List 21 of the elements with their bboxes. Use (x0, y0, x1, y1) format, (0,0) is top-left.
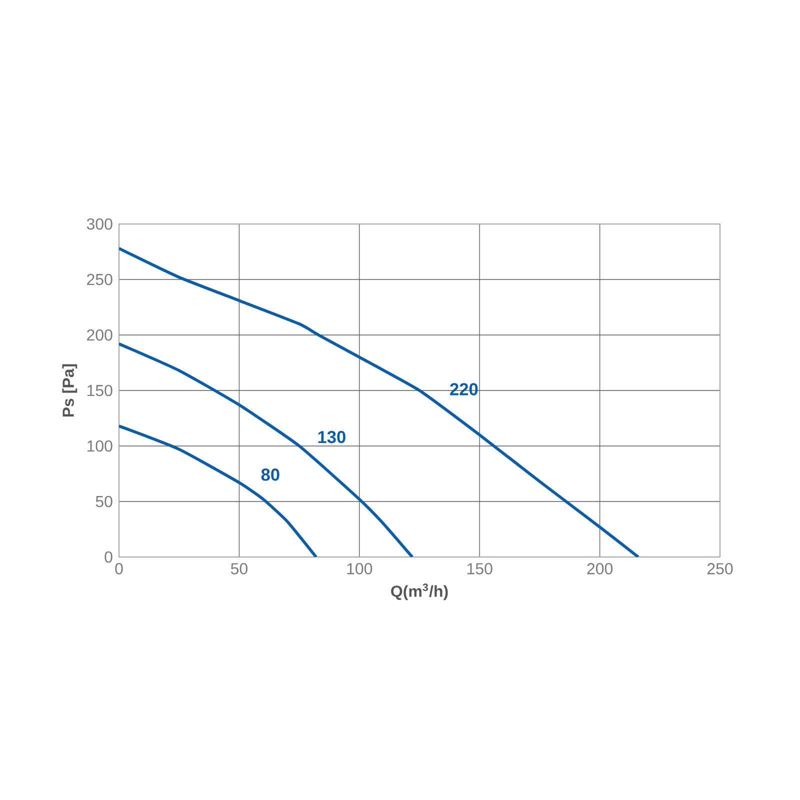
x-tick-label: 0 (115, 563, 123, 574)
x-tick-label: 250 (707, 563, 733, 574)
x-tick-label: 200 (587, 563, 613, 574)
series-label: 130 (318, 430, 346, 444)
x-tick-label: 50 (230, 563, 248, 574)
line-series (119, 424, 318, 557)
y-axis-title: Ps [Pa] (62, 364, 78, 417)
y-tick-label: 0 (104, 551, 112, 563)
y-tick-label: 50 (96, 496, 112, 508)
y-tick-label: 100 (87, 440, 112, 452)
series-label: 80 (261, 468, 280, 481)
y-tick-label: 200 (87, 329, 112, 341)
y-tick-label: 150 (87, 384, 112, 396)
series-label: 220 (450, 383, 478, 396)
x-tick-label: 150 (467, 563, 492, 574)
y-tick-label: 250 (87, 274, 112, 286)
x-axis-title: Q(m$^{3}$/h) (391, 584, 448, 600)
line-series (119, 342, 414, 557)
line-series (119, 246, 640, 557)
x-tick-label: 100 (347, 563, 372, 574)
y-tick-label: 300 (86, 218, 112, 230)
